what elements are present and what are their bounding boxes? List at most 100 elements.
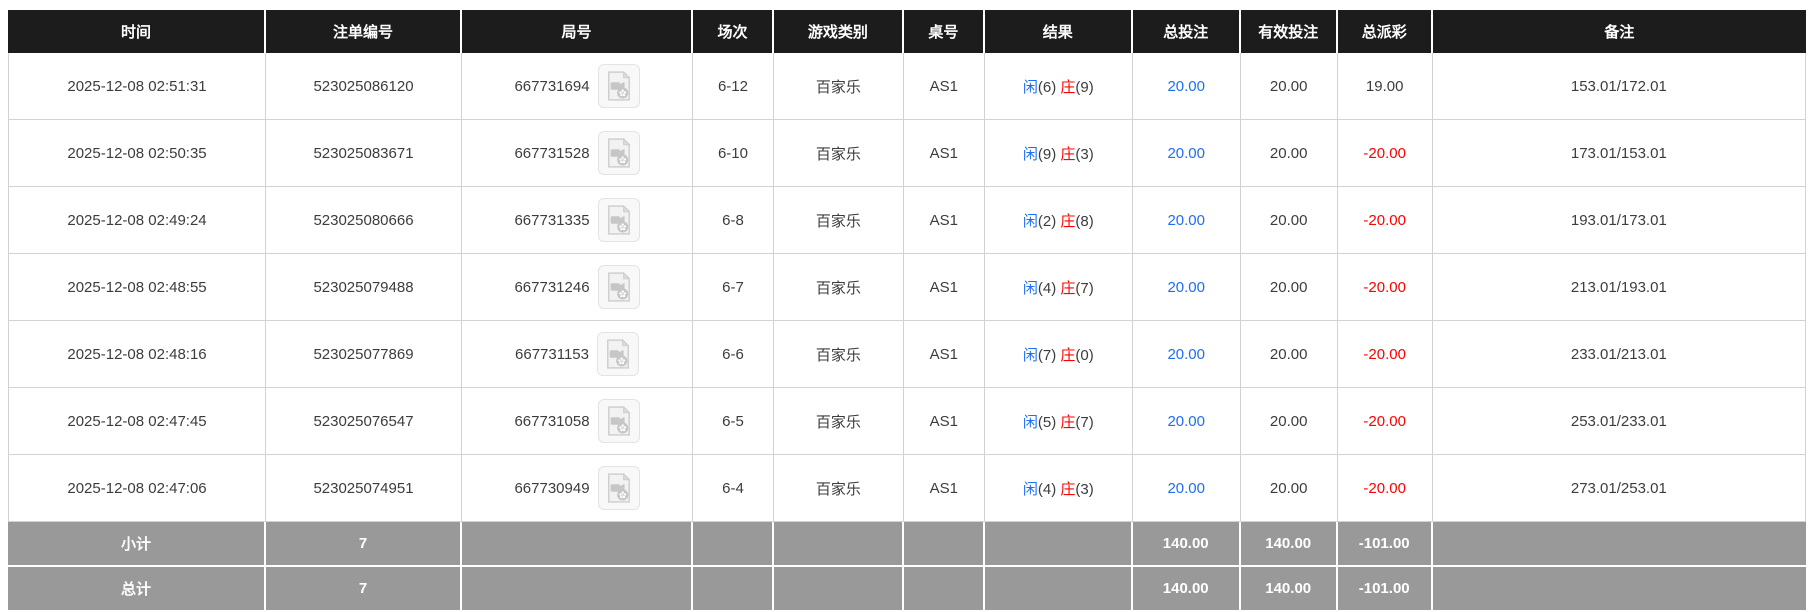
video-replay-button[interactable] (597, 399, 640, 443)
subtotal-valid-bet: 140.00 (1240, 522, 1338, 567)
valid-bet-cell: 20.00 (1240, 455, 1338, 522)
bet-no-cell: 523025074951 (266, 455, 462, 522)
total-bet-link[interactable]: 20.00 (1167, 77, 1205, 95)
game-type-cell: 百家乐 (773, 53, 904, 120)
game-type-cell: 百家乐 (773, 388, 904, 455)
bet-no-cell: 523025079488 (266, 254, 462, 321)
player-label: 闲 (1022, 279, 1038, 297)
banker-score: (9) (1075, 78, 1094, 96)
total-bet-link[interactable]: 20.00 (1167, 144, 1205, 162)
player-score: (4) (1037, 480, 1057, 498)
payout-cell: -20.00 (1337, 455, 1433, 522)
bet-no-cell: 523025086120 (266, 53, 462, 120)
total-bet-link[interactable]: 20.00 (1167, 211, 1205, 229)
player-label: 闲 (1022, 145, 1038, 163)
col-header-session: 场次 (693, 10, 774, 53)
player-label: 闲 (1022, 346, 1038, 364)
valid-bet-cell: 20.00 (1240, 120, 1338, 187)
result-cell: 闲(7) 庄(0) (984, 321, 1133, 388)
remark-cell: 173.01/153.01 (1432, 120, 1806, 187)
time-cell: 2025-12-08 02:47:45 (8, 388, 267, 455)
banker-score: (0) (1075, 346, 1094, 364)
empty-cell (1432, 522, 1806, 567)
table-no-cell: AS1 (903, 388, 985, 455)
table-row: 2025-12-08 02:48:55 523025079488 6677312… (8, 254, 1806, 321)
round-no-value: 667730949 (514, 479, 590, 497)
total-bet-link[interactable]: 20.00 (1167, 479, 1205, 497)
subtotal-count: 7 (266, 522, 462, 567)
session-cell: 6-7 (693, 254, 774, 321)
video-replay-icon (606, 406, 632, 436)
grand-total-count: 7 (266, 567, 462, 612)
empty-cell (461, 522, 694, 567)
video-replay-button[interactable] (596, 332, 639, 376)
banker-score: (3) (1075, 480, 1094, 498)
table-no-cell: AS1 (903, 53, 985, 120)
time-cell: 2025-12-08 02:51:31 (8, 53, 267, 120)
table-row: 2025-12-08 02:47:45 523025076547 6677310… (8, 388, 1806, 455)
payout-cell: -20.00 (1337, 321, 1433, 388)
empty-cell (773, 567, 904, 612)
banker-score: (7) (1075, 279, 1094, 297)
subtotal-payout: -101.00 (1337, 522, 1433, 567)
total-bet-link[interactable]: 20.00 (1167, 412, 1205, 430)
bet-no-cell: 523025076547 (266, 388, 462, 455)
banker-label: 庄 (1060, 346, 1076, 364)
payout-cell: -20.00 (1337, 388, 1433, 455)
player-label: 闲 (1022, 413, 1038, 431)
table-row: 2025-12-08 02:49:24 523025080666 6677313… (8, 187, 1806, 254)
banker-score: (7) (1075, 413, 1094, 431)
col-header-game-type: 游戏类别 (773, 10, 904, 53)
round-no-cell: 667731335 (461, 187, 694, 254)
subtotal-row: 小计 7 140.00 140.00 -101.00 (8, 522, 1806, 567)
video-replay-button[interactable] (597, 64, 640, 108)
valid-bet-cell: 20.00 (1240, 388, 1338, 455)
result-cell: 闲(4) 庄(7) (984, 254, 1133, 321)
game-type-cell: 百家乐 (773, 187, 904, 254)
table-row: 2025-12-08 02:47:06 523025074951 6677309… (8, 455, 1806, 522)
total-bet-cell: 20.00 (1132, 455, 1241, 522)
valid-bet-cell: 20.00 (1240, 321, 1338, 388)
grand-total-row: 总计 7 140.00 140.00 -101.00 (8, 567, 1806, 612)
remark-cell: 273.01/253.01 (1432, 455, 1806, 522)
round-no-value: 667731694 (514, 77, 590, 95)
payout-cell: -20.00 (1337, 120, 1433, 187)
total-bet-cell: 20.00 (1132, 254, 1241, 321)
total-bet-link[interactable]: 20.00 (1167, 278, 1205, 296)
result-cell: 闲(4) 庄(3) (984, 455, 1133, 522)
video-replay-button[interactable] (597, 198, 640, 242)
empty-cell (984, 567, 1133, 612)
bet-history-table: 时间 注单编号 局号 场次 游戏类别 桌号 结果 总投注 有效投注 总派彩 备注… (8, 10, 1806, 612)
col-header-time: 时间 (8, 10, 267, 53)
player-score: (2) (1037, 212, 1057, 230)
col-header-remark: 备注 (1432, 10, 1806, 53)
round-no-value: 667731153 (515, 345, 589, 363)
table-no-cell: AS1 (903, 187, 985, 254)
result-cell: 闲(9) 庄(3) (984, 120, 1133, 187)
time-cell: 2025-12-08 02:48:16 (8, 321, 267, 388)
empty-cell (693, 522, 774, 567)
remark-cell: 213.01/193.01 (1432, 254, 1806, 321)
result-cell: 闲(6) 庄(9) (984, 53, 1133, 120)
round-no-cell: 667731694 (461, 53, 694, 120)
round-no-value: 667731246 (514, 278, 590, 296)
time-cell: 2025-12-08 02:50:35 (8, 120, 267, 187)
total-bet-cell: 20.00 (1132, 321, 1241, 388)
table-no-cell: AS1 (903, 254, 985, 321)
total-bet-cell: 20.00 (1132, 388, 1241, 455)
total-bet-link[interactable]: 20.00 (1167, 345, 1205, 363)
banker-score: (8) (1075, 212, 1094, 230)
result-cell: 闲(2) 庄(8) (984, 187, 1133, 254)
video-replay-button[interactable] (597, 466, 640, 510)
col-header-total-bet: 总投注 (1132, 10, 1241, 53)
empty-cell (693, 567, 774, 612)
banker-label: 庄 (1060, 413, 1076, 431)
video-replay-button[interactable] (597, 265, 640, 309)
total-bet-cell: 20.00 (1132, 120, 1241, 187)
time-cell: 2025-12-08 02:47:06 (8, 455, 267, 522)
table-row: 2025-12-08 02:48:16 523025077869 6677311… (8, 321, 1806, 388)
video-replay-icon (606, 71, 632, 101)
empty-cell (903, 522, 985, 567)
video-replay-button[interactable] (597, 131, 640, 175)
